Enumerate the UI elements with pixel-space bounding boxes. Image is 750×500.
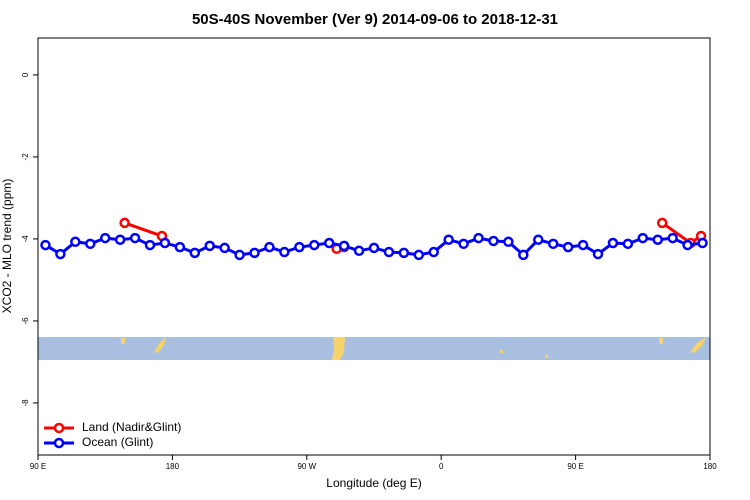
- point: [413, 249, 425, 261]
- chart-title: 50S-40S November (Ver 9) 2014-09-06 to 2…: [192, 11, 558, 28]
- point: [279, 246, 290, 258]
- x-tick-label: 90 W: [297, 462, 316, 471]
- point: [353, 245, 365, 257]
- point: [547, 238, 559, 250]
- point: [114, 234, 126, 245]
- map-strip: [38, 337, 710, 360]
- y-tick-label: 0: [21, 72, 30, 77]
- point: [174, 241, 186, 253]
- y-tick-label: -8: [21, 399, 30, 407]
- point: [99, 232, 111, 244]
- x-tick-label: 180: [703, 462, 717, 471]
- x-tick-label: 180: [166, 462, 180, 471]
- point: [294, 241, 305, 253]
- x-tick-label: 0: [439, 462, 444, 471]
- point: [368, 242, 380, 254]
- point: [159, 237, 171, 249]
- plot-frame: [37, 37, 711, 456]
- point: [55, 248, 66, 260]
- point: [144, 239, 156, 251]
- point: [562, 241, 574, 253]
- point: [219, 242, 230, 254]
- point: [656, 217, 668, 229]
- point: [682, 239, 693, 251]
- point: [234, 249, 245, 261]
- series-line: [124, 221, 163, 238]
- point: [488, 235, 499, 247]
- point: [592, 248, 604, 260]
- x-axis-label: Longitude (deg E): [326, 476, 421, 490]
- map-land: [121, 337, 706, 360]
- point: [652, 234, 663, 245]
- y-axis-label: XCO2 - MLO trend (ppm): [0, 179, 14, 314]
- y-tick-label: -6: [21, 317, 30, 325]
- point: [607, 237, 619, 249]
- legend-marker: [53, 422, 65, 434]
- point: [443, 234, 454, 245]
- point: [637, 232, 649, 244]
- point: [458, 238, 469, 250]
- point: [622, 238, 634, 250]
- point: [204, 240, 215, 252]
- point: [428, 246, 439, 258]
- y-tick-label: -4: [21, 235, 30, 243]
- point: [189, 247, 201, 259]
- x-tick-label: 90 E: [567, 462, 583, 471]
- point: [518, 249, 529, 261]
- point: [338, 240, 350, 252]
- point: [398, 247, 410, 259]
- point: [533, 234, 544, 245]
- point: [129, 232, 141, 244]
- point: [264, 241, 275, 253]
- point: [70, 236, 81, 248]
- point: [473, 232, 484, 244]
- x-tick-label: 90 E: [30, 462, 46, 471]
- legend-marker: [53, 437, 65, 449]
- point: [309, 239, 320, 251]
- point: [503, 236, 514, 248]
- y-tick-label: -2: [21, 153, 30, 161]
- point: [667, 232, 678, 244]
- point: [40, 239, 51, 251]
- point: [323, 237, 335, 249]
- legend-label: Land (Nadir&Glint): [82, 420, 181, 434]
- point: [85, 238, 96, 250]
- point: [249, 247, 260, 259]
- point: [577, 239, 589, 251]
- point: [383, 246, 395, 258]
- point: [697, 237, 708, 249]
- legend-label: Ocean (Glint): [82, 435, 153, 449]
- point: [119, 217, 130, 229]
